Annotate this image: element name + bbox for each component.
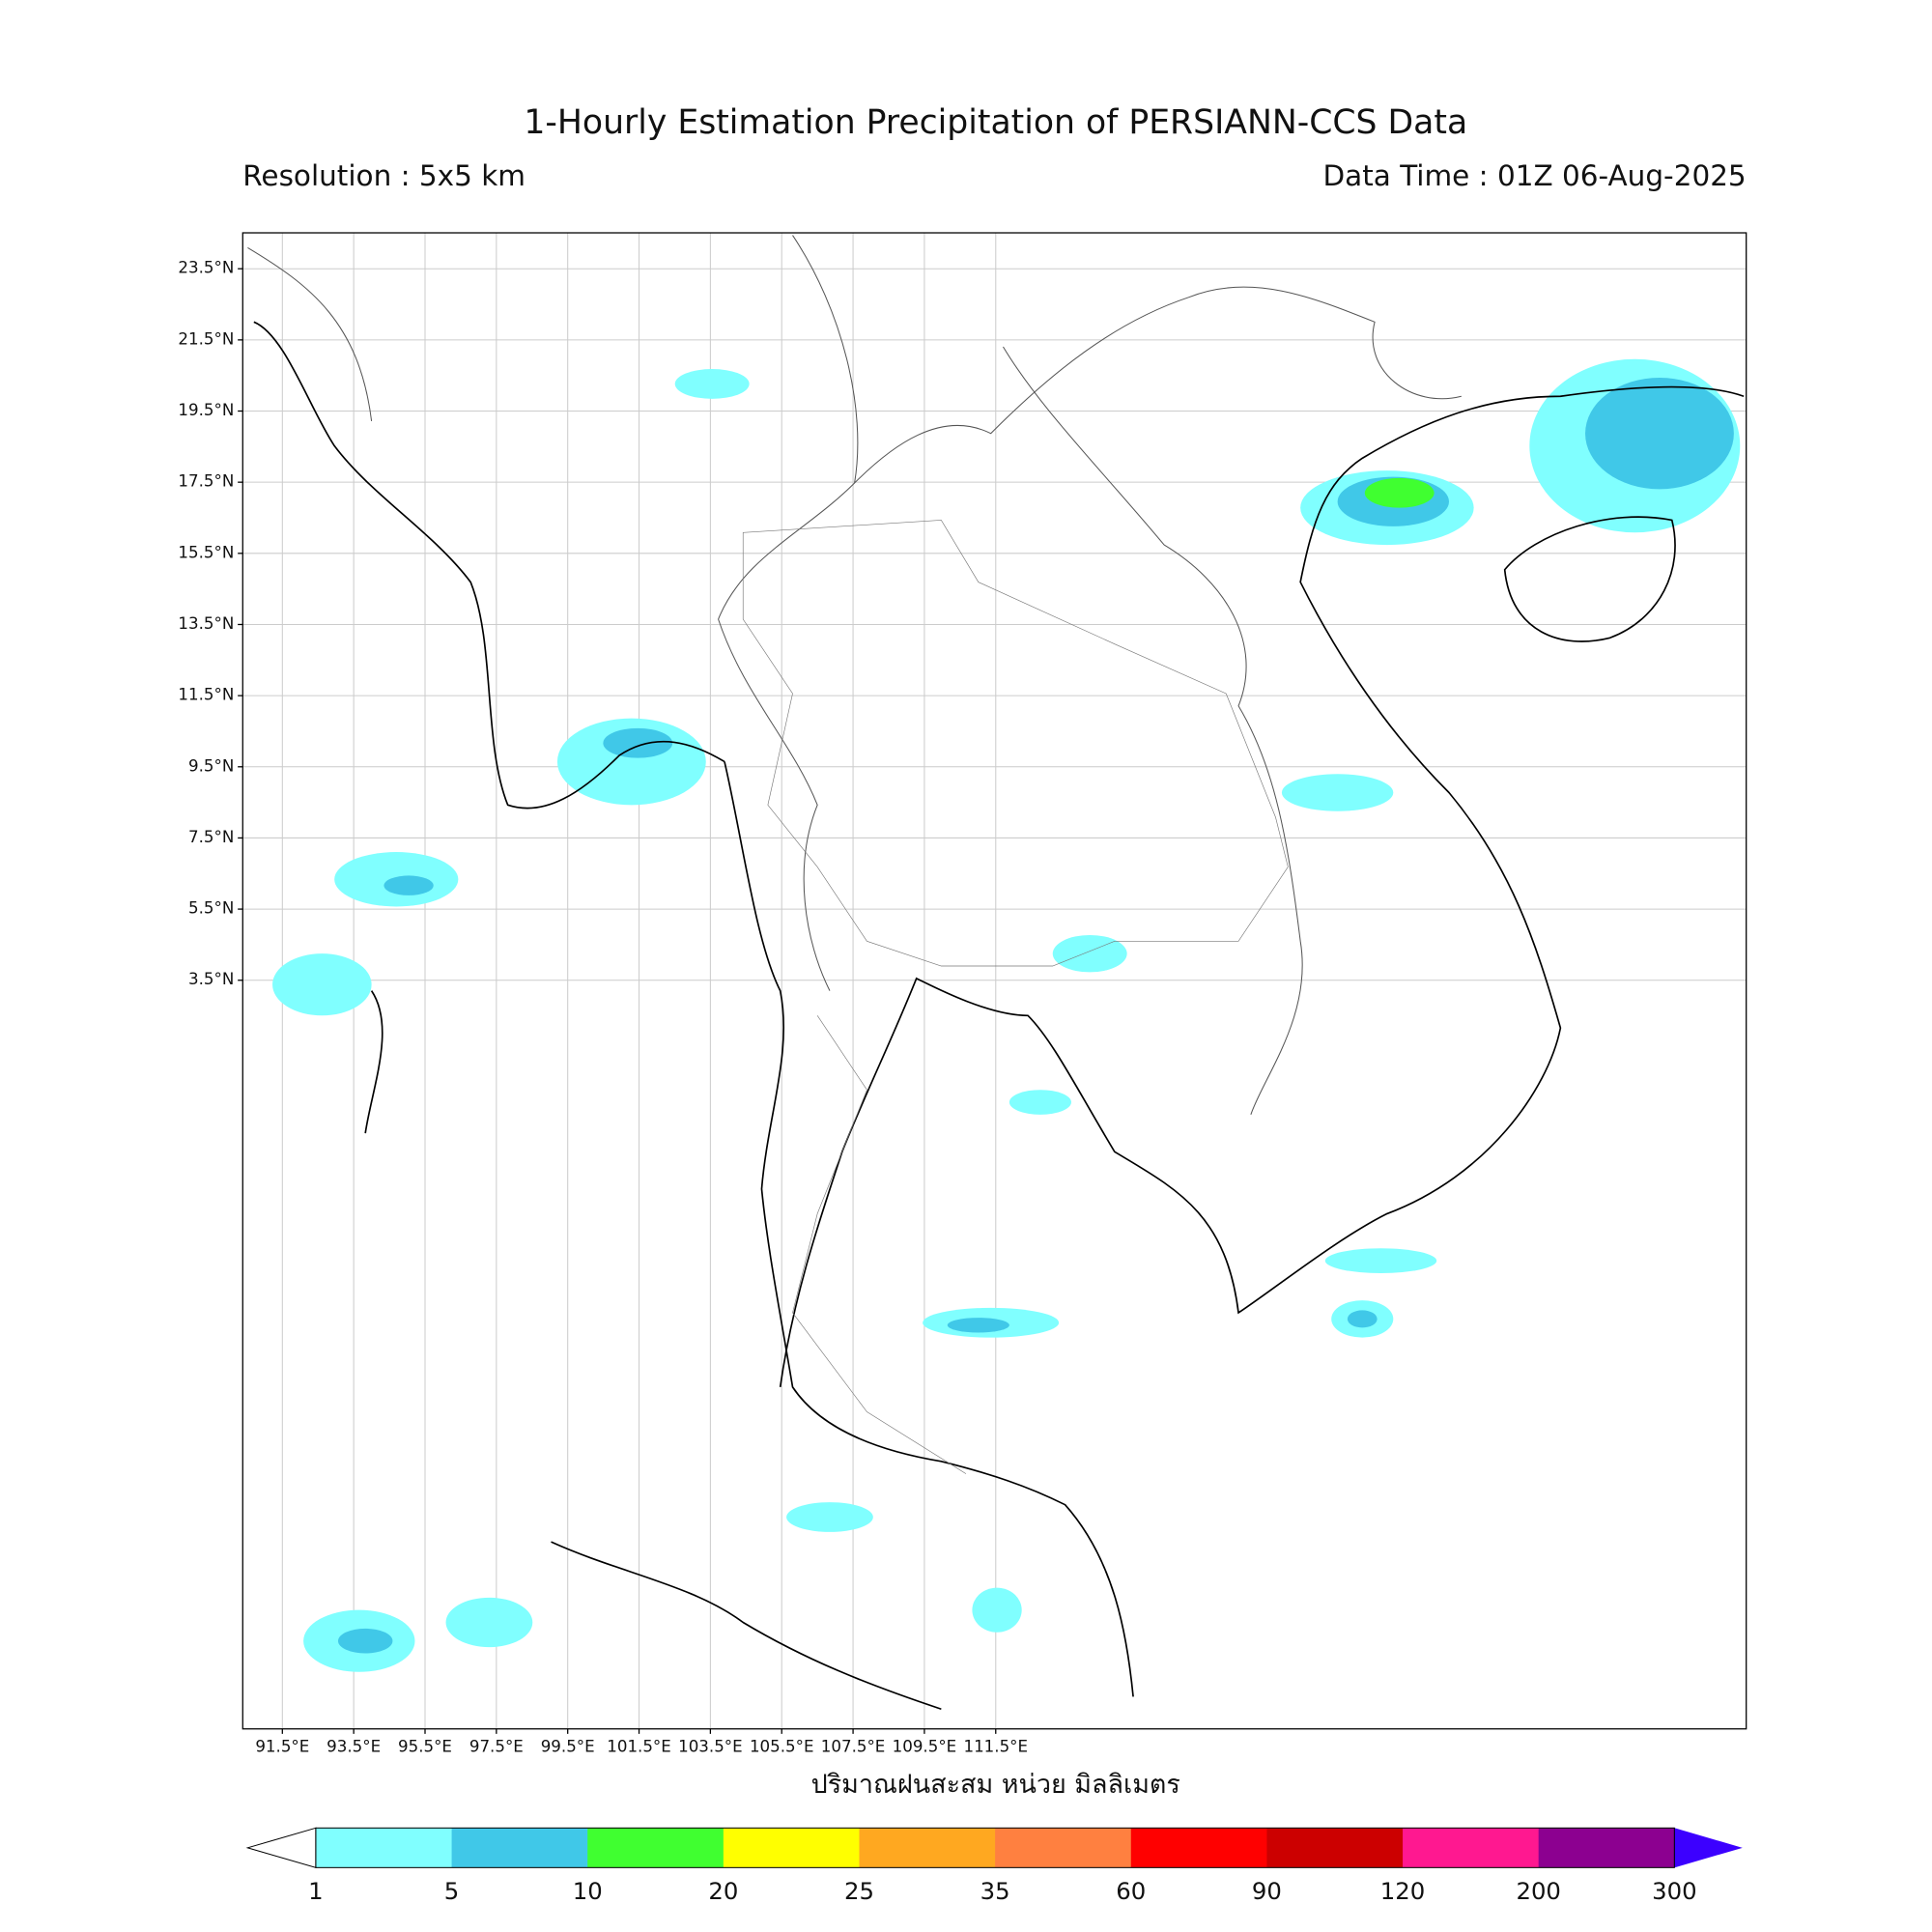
lon-tick-label: 103.5°E <box>678 1737 743 1755</box>
lat-tick-label: 13.5°N <box>178 614 234 633</box>
colorbar-label: 200 <box>1516 1877 1560 1905</box>
lat-tick-label: 15.5°N <box>178 543 234 561</box>
lat-tick-label: 5.5°N <box>188 899 234 918</box>
colorbar-segment <box>859 1828 996 1868</box>
map-frame <box>242 232 1747 1730</box>
lon-tick-label: 105.5°E <box>750 1737 814 1755</box>
lon-tick-label: 91.5°E <box>255 1737 309 1755</box>
colorbar-label: 300 <box>1652 1877 1696 1905</box>
colorbar-label: 1 <box>308 1877 324 1905</box>
x-axis-label: ปริมาณฝนสะสม หน่วย มิลลิเมตร <box>811 1770 1180 1800</box>
colorbar-label: 5 <box>444 1877 459 1905</box>
lon-tick-label: 101.5°E <box>607 1737 671 1755</box>
lat-tick-label: 11.5°N <box>178 686 234 704</box>
lat-tick-label: 3.5°N <box>188 970 234 988</box>
lat-tick-label: 23.5°N <box>178 259 234 277</box>
axis-ticks: 23.5°N 21.5°N 19.5°N 17.5°N 15.5°N 13.5°N 11.5… <box>178 259 1028 1756</box>
lon-tick-label: 93.5°E <box>327 1737 381 1755</box>
lat-tick-label: 9.5°N <box>188 756 234 775</box>
colorbar-segment <box>587 1828 724 1868</box>
colorbar-label: 25 <box>844 1877 874 1905</box>
colorbar-label: 35 <box>980 1877 1010 1905</box>
lat-tick-label: 19.5°N <box>178 401 234 419</box>
lat-tick-label: 7.5°N <box>188 828 234 846</box>
colorbar-label: 120 <box>1380 1877 1425 1905</box>
colorbar-label: 60 <box>1116 1877 1146 1905</box>
figure: 1-Hourly Estimation Precipitation of PER… <box>178 103 1747 1905</box>
colorbar-label: 10 <box>573 1877 603 1905</box>
lon-tick-label: 99.5°E <box>541 1737 595 1755</box>
colorbar-segment <box>451 1828 588 1868</box>
lon-tick-label: 111.5°E <box>963 1737 1028 1755</box>
colorbar-over <box>1674 1828 1743 1868</box>
grid <box>242 233 1747 1729</box>
colorbar-segment <box>315 1828 453 1868</box>
lon-tick-label: 107.5°E <box>821 1737 886 1755</box>
lon-tick-label: 97.5°E <box>469 1737 524 1755</box>
lon-tick-label: 109.5°E <box>893 1737 957 1755</box>
colorbar: 1 5 10 20 25 35 60 90 120 200 300 <box>245 1827 1743 1905</box>
colorbar-segment <box>1403 1828 1540 1868</box>
data-time: Data Time : 01Z 06-Aug-2025 <box>1322 159 1746 192</box>
lat-tick-label: 17.5°N <box>178 472 234 491</box>
colorbar-outline <box>315 1827 1675 1868</box>
lon-tick-label: 95.5°E <box>398 1737 452 1755</box>
colorbar-segment <box>1538 1828 1675 1868</box>
rainfall <box>272 358 1741 1672</box>
colorbar-label: 90 <box>1252 1877 1282 1905</box>
lat-tick-label: 21.5°N <box>178 329 234 348</box>
colorbar-segment <box>995 1828 1132 1868</box>
map-outlines <box>247 235 1745 1711</box>
resolution: Resolution : 5x5 km <box>242 159 526 192</box>
colorbar-segment <box>723 1828 861 1868</box>
title: 1-Hourly Estimation Precipitation of PER… <box>524 103 1467 142</box>
colorbar-label: 20 <box>708 1877 738 1905</box>
colorbar-segment <box>1266 1828 1404 1868</box>
colorbar-segment <box>1130 1828 1268 1868</box>
colorbar-under <box>245 1827 317 1869</box>
